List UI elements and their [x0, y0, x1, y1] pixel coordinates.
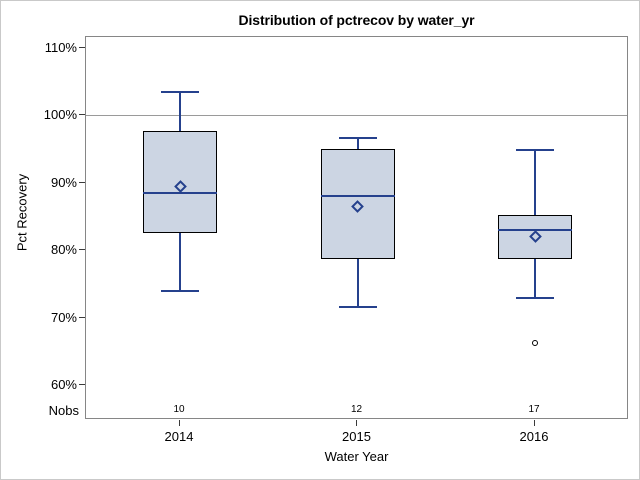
plot-frame: [85, 36, 628, 419]
box: [143, 130, 217, 233]
y-tick: [79, 114, 85, 116]
reference-line: [86, 115, 627, 116]
chart-title: Distribution of pctrecov by water_yr: [238, 12, 475, 28]
whisker-cap: [161, 90, 199, 93]
outlier-point: [531, 340, 538, 347]
whisker-line: [356, 258, 359, 308]
y-tick-label: 110%: [44, 40, 77, 55]
y-tick-label: 90%: [50, 174, 77, 190]
median-line: [143, 191, 217, 194]
y-tick-label: 80%: [50, 242, 77, 258]
y-tick-label: 60%: [50, 377, 77, 392]
nobs-row-label: Nobs: [48, 403, 79, 418]
x-category-label: 2014: [164, 429, 194, 444]
x-category-label: 2015: [342, 429, 371, 444]
whisker-cap: [338, 306, 377, 309]
whisker-line: [534, 150, 536, 216]
x-tick: [534, 420, 535, 426]
whisker-cap: [516, 297, 554, 300]
whisker-cap: [161, 289, 199, 292]
x-tick: [356, 420, 357, 426]
whisker-line: [179, 91, 181, 131]
nobs-value: 17: [528, 404, 540, 415]
median-line: [320, 195, 395, 198]
box: [498, 215, 572, 259]
box: [320, 149, 395, 259]
y-tick: [79, 384, 85, 385]
x-tick: [179, 420, 180, 426]
y-tick: [79, 316, 85, 318]
x-axis-title: Water Year: [324, 449, 389, 464]
whisker-line: [179, 232, 181, 291]
whisker-line: [356, 138, 359, 150]
y-tick-label: 100%: [43, 107, 77, 123]
y-tick: [79, 249, 85, 251]
y-tick-label: 70%: [50, 309, 77, 325]
whisker-line: [534, 258, 536, 299]
nobs-value: 12: [350, 404, 363, 415]
x-category-label: 2016: [519, 429, 549, 444]
y-axis-title: Pct Recovery: [14, 173, 30, 252]
whisker-cap: [516, 149, 554, 152]
median-line: [498, 228, 572, 231]
whisker-cap: [338, 137, 377, 140]
y-tick: [79, 181, 85, 183]
y-tick: [79, 47, 85, 48]
nobs-value: 10: [173, 404, 185, 415]
